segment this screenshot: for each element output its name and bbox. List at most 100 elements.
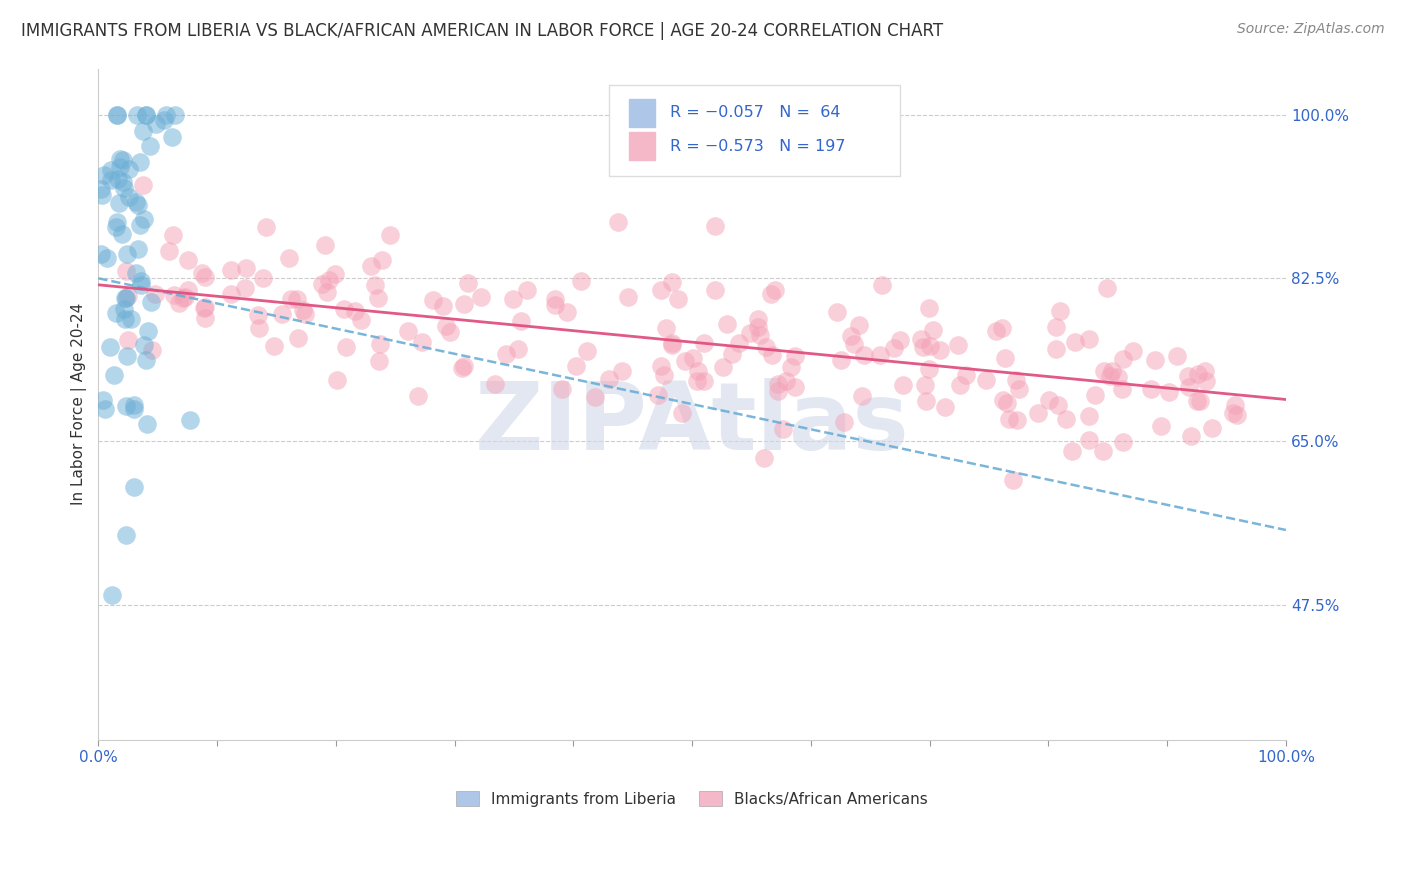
Point <box>318 273 340 287</box>
Point <box>565 359 588 373</box>
Point <box>194 269 217 284</box>
Point <box>453 297 475 311</box>
Point <box>915 393 938 408</box>
Point <box>326 373 349 387</box>
Point <box>432 299 454 313</box>
Point <box>583 390 606 404</box>
Point <box>108 195 131 210</box>
Point <box>998 412 1021 426</box>
Point <box>610 364 633 378</box>
Point <box>439 326 461 340</box>
Point <box>135 353 157 368</box>
Point <box>851 389 873 403</box>
Point <box>1008 382 1031 396</box>
Point <box>1143 353 1166 368</box>
Point <box>343 304 366 318</box>
Point <box>1078 332 1101 346</box>
Point <box>693 335 716 350</box>
Point <box>747 311 769 326</box>
Point <box>141 294 163 309</box>
Point <box>96 252 118 266</box>
Point <box>1099 369 1122 384</box>
Point <box>889 333 911 347</box>
Point <box>918 301 941 315</box>
Point <box>834 416 856 430</box>
Point <box>830 352 852 367</box>
Point <box>117 190 139 204</box>
Point <box>177 253 200 268</box>
Point <box>141 343 163 358</box>
Point <box>128 218 150 232</box>
Point <box>934 400 956 414</box>
Point <box>153 113 176 128</box>
Point <box>716 317 738 331</box>
Point <box>1150 419 1173 434</box>
Point <box>172 291 194 305</box>
Point <box>1097 281 1119 295</box>
Point <box>661 337 683 351</box>
Point <box>247 320 270 334</box>
Point <box>115 349 138 363</box>
Point <box>703 283 725 297</box>
Point <box>1112 352 1135 367</box>
Point <box>91 393 114 408</box>
Point <box>991 393 1014 408</box>
Point <box>1111 435 1133 450</box>
Point <box>280 292 302 306</box>
Point <box>470 290 492 304</box>
Point <box>682 351 704 366</box>
Point <box>406 389 429 403</box>
Point <box>543 292 565 306</box>
Point <box>783 350 806 364</box>
Point <box>688 364 710 378</box>
Point <box>125 194 148 209</box>
Point <box>254 219 277 234</box>
Point <box>1005 373 1028 387</box>
Point <box>891 378 914 392</box>
Point <box>132 178 155 192</box>
Point <box>125 266 148 280</box>
Point <box>484 377 506 392</box>
Point <box>1178 380 1201 394</box>
Point <box>235 261 257 276</box>
Point <box>136 324 159 338</box>
Point <box>115 247 138 261</box>
Point <box>686 374 709 388</box>
Point <box>671 407 693 421</box>
Point <box>1047 399 1070 413</box>
Point <box>997 395 1019 409</box>
Point <box>117 289 139 303</box>
Point <box>163 288 186 302</box>
Point <box>396 324 419 338</box>
Point <box>766 376 789 391</box>
Point <box>576 344 599 359</box>
Point <box>131 124 153 138</box>
Point <box>107 171 129 186</box>
Point <box>984 324 1007 338</box>
Point <box>129 278 152 293</box>
Point <box>928 343 950 358</box>
Point <box>869 348 891 362</box>
Point <box>673 354 696 368</box>
Point <box>1062 443 1084 458</box>
Point <box>101 589 124 603</box>
Point <box>176 283 198 297</box>
Point <box>108 152 131 166</box>
FancyBboxPatch shape <box>630 99 655 127</box>
Point <box>748 327 770 342</box>
Point <box>333 302 356 317</box>
Point <box>1222 407 1244 421</box>
Point <box>1007 413 1029 427</box>
Point <box>252 271 274 285</box>
Point <box>422 293 444 307</box>
Point <box>650 359 672 373</box>
Point <box>162 228 184 243</box>
Point <box>367 354 389 368</box>
Point <box>114 528 136 542</box>
FancyBboxPatch shape <box>609 86 900 176</box>
Point <box>271 307 294 321</box>
Point <box>134 337 156 351</box>
Point <box>1185 393 1208 408</box>
Point <box>763 283 786 297</box>
Point <box>921 323 943 337</box>
